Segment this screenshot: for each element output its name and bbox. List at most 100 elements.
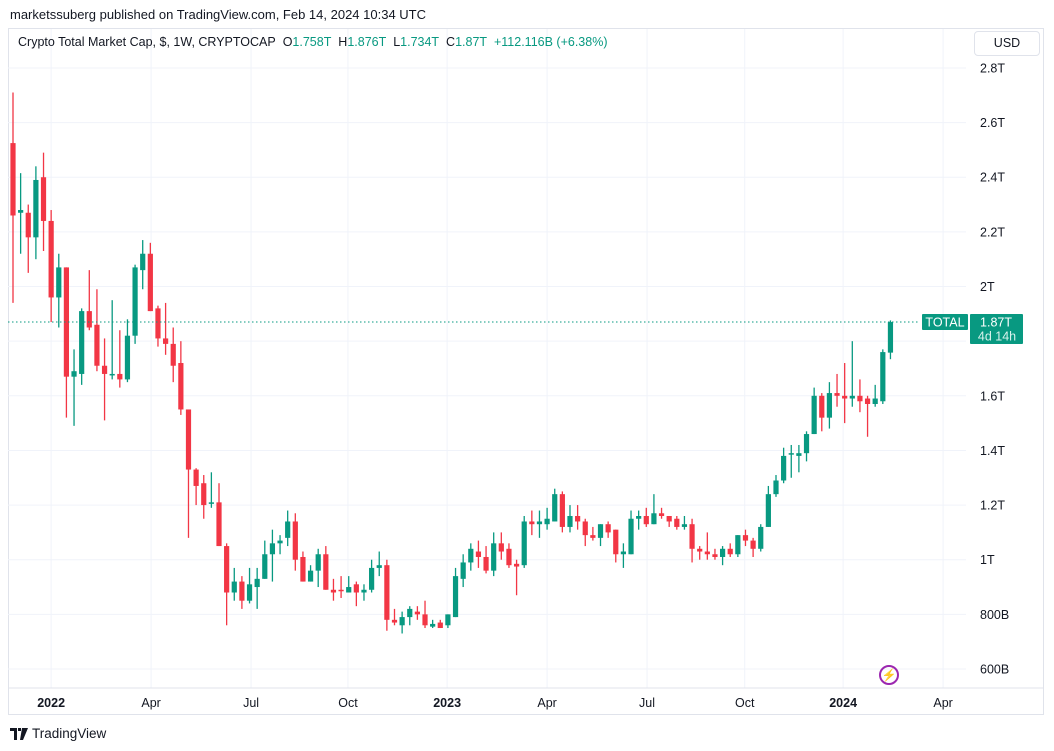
candle-body (636, 516, 642, 519)
candle-body (369, 567, 375, 590)
candle-body (788, 453, 794, 455)
candle-body (582, 521, 588, 536)
candle-body (521, 521, 527, 566)
candle (613, 529, 619, 563)
time-tick-label: Jul (243, 696, 259, 710)
candle-body (468, 548, 474, 563)
candle (216, 483, 222, 547)
candle (56, 253, 62, 328)
candle-body (246, 584, 253, 601)
candle-body (346, 587, 352, 593)
candle-body (178, 363, 184, 410)
candle-body (285, 521, 291, 538)
candle (842, 363, 848, 424)
candle-body (735, 535, 741, 555)
candle (765, 485, 771, 527)
candle (590, 526, 596, 541)
candle (10, 92, 16, 303)
tradingview-logo[interactable]: TradingView (10, 726, 106, 741)
candle (79, 308, 85, 385)
candle (513, 559, 520, 596)
candle (788, 444, 794, 478)
time-tick-label: 2022 (37, 696, 65, 710)
candle (346, 576, 352, 593)
candle (521, 516, 527, 568)
candle (239, 576, 245, 609)
candle (666, 516, 672, 527)
open-value: 1.758T (292, 35, 332, 49)
candle (658, 507, 665, 519)
price-tick-label: 2.4T (980, 171, 1005, 185)
chart-frame (8, 28, 1044, 715)
brand-name: TradingView (32, 726, 107, 741)
candle (391, 608, 398, 626)
candle-body (460, 562, 466, 579)
candle-body (117, 373, 123, 380)
candle-body (292, 521, 298, 560)
candle-body (63, 267, 70, 377)
candle (163, 302, 169, 355)
candle-body (239, 581, 245, 601)
candle (636, 510, 642, 530)
candle-body (712, 554, 718, 557)
price-tick-label: 2T (980, 280, 995, 294)
candle-body (575, 516, 581, 522)
candle-body (422, 614, 428, 626)
lightning-icon[interactable]: ⚡ (879, 665, 899, 685)
candle-body (849, 395, 855, 399)
candle-body (483, 556, 489, 571)
candle (468, 543, 474, 571)
candle (559, 491, 565, 533)
currency-button[interactable]: USD (974, 31, 1040, 56)
candle (681, 516, 688, 530)
candle (117, 330, 123, 388)
candle-body (552, 494, 558, 522)
candle (460, 554, 466, 588)
candle (445, 614, 451, 629)
candle-body (224, 546, 230, 593)
candle-body (79, 311, 85, 374)
candle (25, 204, 31, 273)
candle-body (437, 622, 443, 629)
candle-body (529, 521, 535, 525)
candle (575, 505, 581, 530)
high-value: 1.876T (347, 35, 387, 49)
candle-body (140, 253, 146, 271)
series-label: TOTAL (925, 316, 964, 330)
candle-body (277, 540, 283, 544)
candle-body (56, 267, 62, 298)
candle-body (10, 143, 16, 216)
candle (48, 210, 54, 323)
candle-body (338, 589, 344, 592)
candle (101, 338, 108, 421)
time-tick-label: Apr (141, 696, 160, 710)
candle-body (498, 543, 504, 552)
candle (86, 270, 92, 331)
candle (651, 494, 657, 525)
candle (605, 521, 611, 538)
candle-body (86, 311, 92, 328)
candle (475, 540, 482, 568)
candle-body (361, 589, 367, 593)
candle-body (613, 529, 619, 555)
candle (742, 529, 749, 547)
price-tick-label: 1.6T (980, 389, 1005, 403)
candle-body (48, 220, 54, 298)
candle-body (826, 393, 833, 418)
candle (857, 379, 863, 413)
candle-body (452, 576, 459, 618)
candle-body (323, 554, 329, 590)
candle (452, 567, 459, 618)
candle (40, 152, 47, 252)
candle (727, 543, 733, 557)
price-tick-label: 1T (980, 553, 995, 567)
candle-body (681, 524, 688, 527)
candle-body (803, 434, 810, 454)
candle-body (231, 581, 237, 593)
open-label: O (282, 35, 293, 49)
candle (773, 475, 779, 497)
candle-body (781, 455, 787, 481)
candle-body (742, 535, 749, 541)
candle-body (651, 513, 657, 525)
